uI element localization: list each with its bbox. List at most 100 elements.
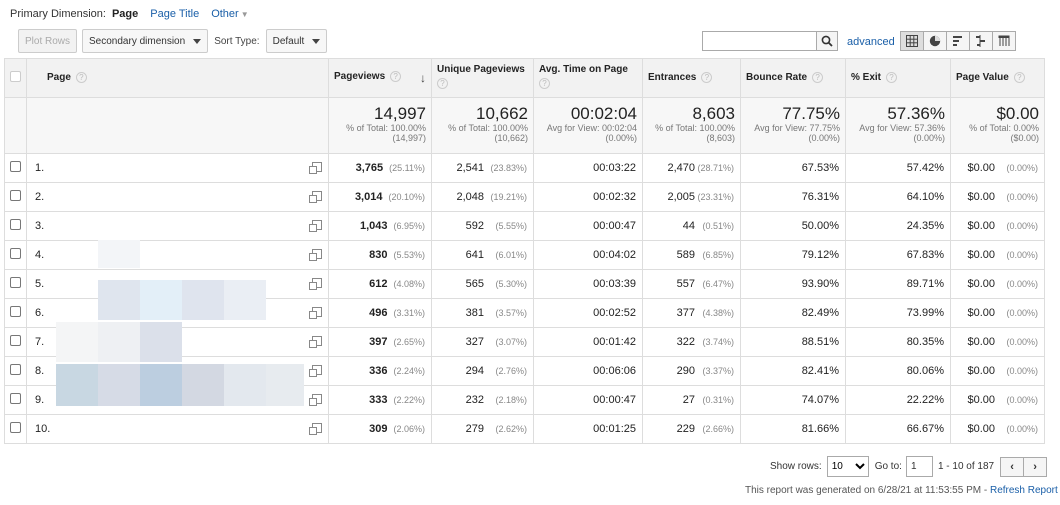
- page-cell[interactable]: 1.: [26, 153, 329, 183]
- open-page-icon[interactable]: [309, 162, 322, 174]
- exit-cell: 80.06%: [845, 356, 951, 386]
- select-all-checkbox[interactable]: [10, 71, 21, 82]
- help-icon[interactable]: ?: [437, 78, 448, 89]
- help-icon[interactable]: ?: [539, 78, 550, 89]
- secondary-dimension-dropdown[interactable]: Secondary dimension: [82, 29, 209, 53]
- page-value-percent: (0.00%): [1006, 192, 1038, 202]
- advanced-filter-link[interactable]: advanced: [847, 36, 895, 48]
- entrances-cell: 589 (6.85%): [642, 240, 741, 270]
- row-checkbox[interactable]: [10, 190, 21, 201]
- column-header-entrances[interactable]: Entrances?: [642, 58, 741, 98]
- pivot-view-icon: [998, 35, 1010, 46]
- redacted-block: [182, 364, 224, 406]
- row-checkbox[interactable]: [10, 335, 21, 346]
- show-rows-select[interactable]: 10: [826, 456, 869, 477]
- page-value-percent: (0.00%): [1006, 424, 1038, 434]
- help-icon[interactable]: ?: [812, 72, 824, 84]
- column-header-page[interactable]: Page?: [26, 58, 329, 98]
- exit-value: 80.35%: [906, 336, 944, 348]
- column-header-avg-time[interactable]: Avg. Time on Page?: [533, 58, 643, 98]
- row-checkbox[interactable]: [10, 306, 21, 317]
- pageviews-percent: (2.24%): [393, 366, 425, 376]
- total-sub: (0.00%): [913, 133, 945, 143]
- comparison-view-button[interactable]: [969, 31, 993, 51]
- open-page-icon[interactable]: [309, 423, 322, 435]
- row-checkbox[interactable]: [10, 393, 21, 404]
- bounce-rate-cell: 82.49%: [740, 298, 846, 328]
- page-value-value: $0.00: [967, 365, 995, 377]
- performance-view-button[interactable]: [946, 31, 970, 51]
- plot-rows-button[interactable]: Plot Rows: [18, 29, 78, 53]
- sort-type-dropdown[interactable]: Default: [265, 29, 328, 53]
- exit-value: 67.83%: [906, 249, 944, 261]
- page-value-percent: (0.00%): [1006, 250, 1038, 260]
- open-page-icon[interactable]: [309, 278, 322, 290]
- primary-dimension-page-title[interactable]: Page Title: [150, 8, 200, 20]
- table-row: 4. 830 (5.53%) 641 (6.01%) 00:04:02 589 (6.85%)…: [4, 240, 1045, 270]
- pie-view-button[interactable]: [923, 31, 947, 51]
- entrances-value: 377: [676, 307, 695, 319]
- page-value-cell: $0.00 (0.00%): [950, 298, 1045, 328]
- exit-cell: 66.67%: [845, 414, 951, 444]
- row-checkbox[interactable]: [10, 161, 21, 172]
- row-checkbox[interactable]: [10, 422, 21, 433]
- column-label-exit: % Exit: [851, 72, 882, 84]
- goto-input[interactable]: 1: [905, 456, 933, 477]
- help-icon[interactable]: ?: [886, 72, 898, 84]
- column-header-bounce-rate[interactable]: Bounce Rate?: [740, 58, 846, 98]
- entrances-cell: 27 (0.31%): [642, 385, 741, 415]
- column-header-exit[interactable]: % Exit?: [845, 58, 951, 98]
- total-sub: (0.00%): [605, 133, 637, 143]
- help-icon[interactable]: ?: [701, 72, 713, 84]
- redacted-block: [182, 280, 224, 320]
- redacted-block: [140, 364, 182, 406]
- help-icon[interactable]: ?: [1013, 72, 1025, 84]
- column-label-avg-time: Avg. Time on Page: [539, 64, 628, 75]
- bounce-rate-cell: 82.41%: [740, 356, 846, 386]
- pie-view-icon: [929, 35, 941, 47]
- entrances-cell: 2,005 (23.31%): [642, 182, 741, 212]
- open-page-icon[interactable]: [309, 191, 322, 203]
- column-header-pageviews[interactable]: Pageviews? ↓: [328, 58, 432, 98]
- pivot-view-button[interactable]: [992, 31, 1016, 51]
- help-icon[interactable]: ?: [75, 72, 87, 84]
- page-cell[interactable]: 10.: [26, 414, 329, 444]
- page-value-value: $0.00: [967, 278, 995, 290]
- unique-pageviews-cell: 641 (6.01%): [431, 240, 534, 270]
- primary-dimension-other[interactable]: Other ▼: [211, 8, 248, 20]
- search-input[interactable]: [702, 31, 817, 51]
- row-checkbox[interactable]: [10, 277, 21, 288]
- row-checkbox[interactable]: [10, 219, 21, 230]
- open-page-icon[interactable]: [309, 394, 322, 406]
- table-view-button[interactable]: [900, 31, 924, 51]
- page-cell[interactable]: 4.: [26, 240, 329, 270]
- bounce-rate-cell: 88.51%: [740, 327, 846, 357]
- page-cell[interactable]: 3.: [26, 211, 329, 241]
- previous-page-button[interactable]: ‹: [1000, 456, 1025, 477]
- open-page-icon[interactable]: [309, 336, 322, 348]
- primary-dimension-page[interactable]: Page: [111, 8, 139, 20]
- page-cell[interactable]: 2.: [26, 182, 329, 212]
- refresh-report-link[interactable]: Refresh Report: [989, 485, 1058, 496]
- next-page-button[interactable]: ›: [1023, 456, 1048, 477]
- pageviews-percent: (6.95%): [393, 221, 425, 231]
- row-checkbox[interactable]: [10, 248, 21, 259]
- row-checkbox[interactable]: [10, 364, 21, 375]
- search-button[interactable]: [817, 31, 838, 51]
- unique-pageviews-cell: 2,541 (23.83%): [431, 153, 534, 183]
- column-header-unique-pageviews[interactable]: Unique Pageviews?: [431, 58, 534, 98]
- open-page-icon[interactable]: [309, 249, 322, 261]
- unique-pageviews-value: 592: [465, 220, 484, 232]
- unique-pageviews-value: 565: [465, 278, 484, 290]
- open-page-icon[interactable]: [309, 365, 322, 377]
- open-page-icon[interactable]: [309, 307, 322, 319]
- row-number: 1.: [35, 162, 45, 174]
- open-page-icon[interactable]: [309, 220, 322, 232]
- entrances-value: 27: [682, 394, 695, 406]
- help-icon[interactable]: ?: [390, 71, 402, 82]
- column-header-page-value[interactable]: Page Value?: [950, 58, 1045, 98]
- redacted-block: [140, 322, 182, 362]
- chevron-down-icon: [193, 38, 202, 44]
- avg-time-cell: 00:02:32: [533, 182, 643, 212]
- entrances-cell: 229 (2.66%): [642, 414, 741, 444]
